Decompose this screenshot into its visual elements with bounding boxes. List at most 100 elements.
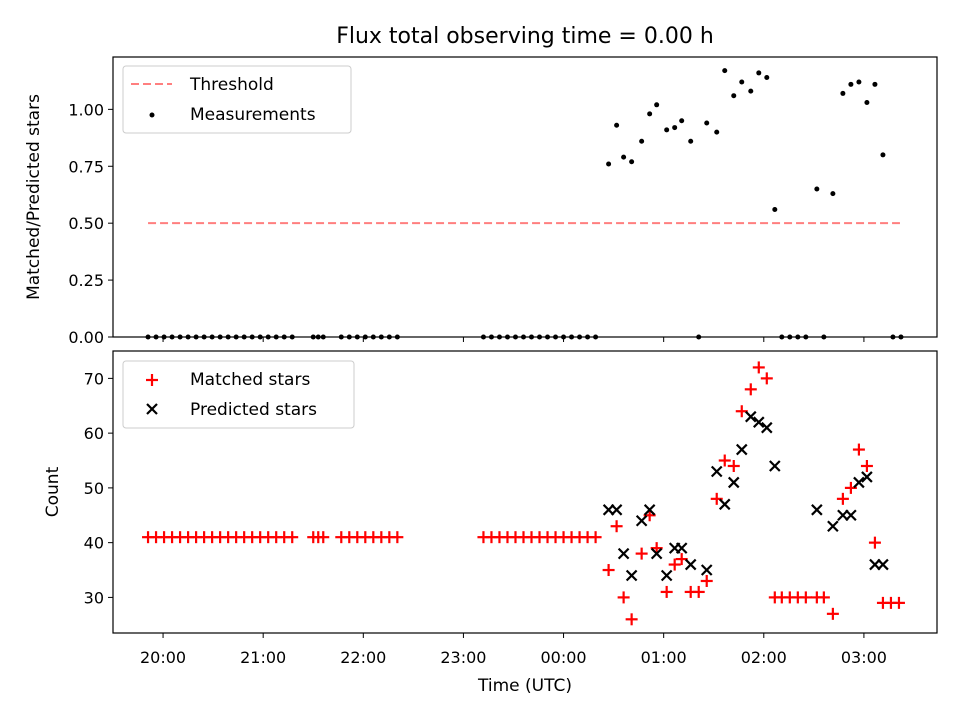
predicted-star-point <box>650 547 663 560</box>
predicted-star-point <box>625 569 638 582</box>
matched-star-point <box>700 574 713 587</box>
matched-star-point <box>635 547 648 560</box>
matched-star-point <box>826 607 839 620</box>
measurement-point <box>654 102 660 108</box>
x-stroke-b <box>660 569 673 582</box>
bottom-x-tick-label: 01:00 <box>641 648 687 667</box>
bottom-plot-frame <box>112 350 938 634</box>
x-stroke-b <box>617 547 630 560</box>
x-axis-label: Time (UTC) <box>477 676 572 696</box>
matched-star-point <box>286 531 299 544</box>
matched-star-point <box>868 536 881 549</box>
x-stroke-b <box>727 476 740 489</box>
x-stroke-b <box>877 558 889 571</box>
bottom-x-tick-label: 00:00 <box>540 648 586 667</box>
x-stroke-b <box>625 569 638 582</box>
predicted-star-point <box>861 471 873 483</box>
predicted-star-point <box>675 542 688 554</box>
predicted-star-point <box>753 416 765 428</box>
bottom-x-tick-label: 22:00 <box>340 648 386 667</box>
matched-star-point <box>610 520 623 533</box>
matched-star-point <box>799 591 812 604</box>
predicted-star-point <box>853 476 865 489</box>
matched-star-point <box>391 531 404 544</box>
legend-measurements-swatch <box>149 112 155 118</box>
measurement-point <box>629 159 635 165</box>
matched-star-point <box>836 492 849 505</box>
predicted-star-point <box>718 498 731 511</box>
legend-predicted-label: Predicted stars <box>190 400 317 420</box>
measurement-point <box>872 81 878 87</box>
x-stroke-b <box>769 460 781 472</box>
matched-star-point <box>727 459 740 472</box>
matched-star-point <box>752 361 765 374</box>
predicted-star-point <box>811 504 823 516</box>
legend-measurements-label: Measurements <box>190 105 316 125</box>
matched-star-point <box>617 591 630 604</box>
predicted-stars-marks <box>602 410 889 582</box>
bottom-x-tick-label: 21:00 <box>240 648 286 667</box>
matched-star-point <box>852 443 865 456</box>
measurement-point <box>679 118 685 124</box>
bottom-x-tick-label: 23:00 <box>440 648 486 667</box>
matched-star-point <box>660 585 673 598</box>
bottom-y-tick-label: 70 <box>84 369 104 388</box>
matched-star-point <box>735 405 748 418</box>
x-stroke-b <box>761 421 773 434</box>
top-y-tick-label: 0.25 <box>68 271 104 290</box>
measurement-point <box>714 129 720 135</box>
measurement-point <box>848 81 854 87</box>
matched-star-point <box>744 383 757 396</box>
x-stroke-b <box>718 498 731 511</box>
predicted-star-point <box>827 520 839 533</box>
top-panel: 0.00 0.25 0.50 0.75 1.00 Matched/Predicted s… <box>24 56 938 347</box>
x-stroke-b <box>650 547 663 560</box>
x-stroke-b <box>635 514 648 527</box>
matched-star-point <box>589 531 602 544</box>
legend-matched-swatch <box>146 374 158 386</box>
x-stroke-b <box>861 471 873 483</box>
measurement-point <box>748 88 754 94</box>
matched-star-point <box>692 585 705 598</box>
x-stroke-b <box>675 542 688 554</box>
measurement-point <box>840 90 846 96</box>
x-stroke-b <box>735 443 748 456</box>
x-stroke-b <box>610 504 623 516</box>
x-stroke-b <box>853 476 865 489</box>
predicted-star-point <box>877 558 889 571</box>
matched-star-point <box>892 596 905 609</box>
x-stroke-b <box>643 504 656 516</box>
x-stroke-b <box>827 520 839 533</box>
matched-star-point <box>860 459 873 472</box>
bottom-x-tick-label: 20:00 <box>140 648 186 667</box>
measurement-point <box>880 152 886 158</box>
measurement-point <box>614 122 620 128</box>
matched-stars-marks <box>142 361 905 626</box>
predicted-star-point <box>610 504 623 516</box>
top-y-tick-label: 0.00 <box>68 328 104 347</box>
predicted-star-point <box>643 504 656 516</box>
bottom-y-tick-label: 30 <box>84 588 104 607</box>
predicted-star-point <box>684 558 697 571</box>
measurement-point <box>621 154 627 160</box>
x-stroke-b <box>845 509 857 522</box>
matched-star-point <box>668 558 681 571</box>
x-stroke-b <box>684 558 697 571</box>
x-stroke-b <box>700 564 713 576</box>
predicted-star-point <box>735 443 748 456</box>
x-stroke-b <box>710 465 723 478</box>
predicted-star-point <box>700 564 713 576</box>
matched-star-point <box>625 613 638 626</box>
top-y-ticks: 0.00 0.25 0.50 0.75 1.00 <box>68 100 113 347</box>
predicted-star-point <box>660 569 673 582</box>
predicted-star-point <box>769 460 781 472</box>
top-y-tick-label: 1.00 <box>68 100 104 119</box>
x-stroke-b <box>753 416 765 428</box>
predicted-star-point <box>761 421 773 434</box>
bottom-x-ticks: 20:00 21:00 22:00 23:00 00:00 01:00 02:00 03:00 <box>140 633 887 667</box>
measurement-point <box>606 161 612 167</box>
bottom-y-tick-label: 50 <box>84 479 104 498</box>
top-y-axis-label: Matched/Predicted stars <box>24 94 44 300</box>
predicted-star-point <box>635 514 648 527</box>
measurement-point <box>764 74 770 80</box>
